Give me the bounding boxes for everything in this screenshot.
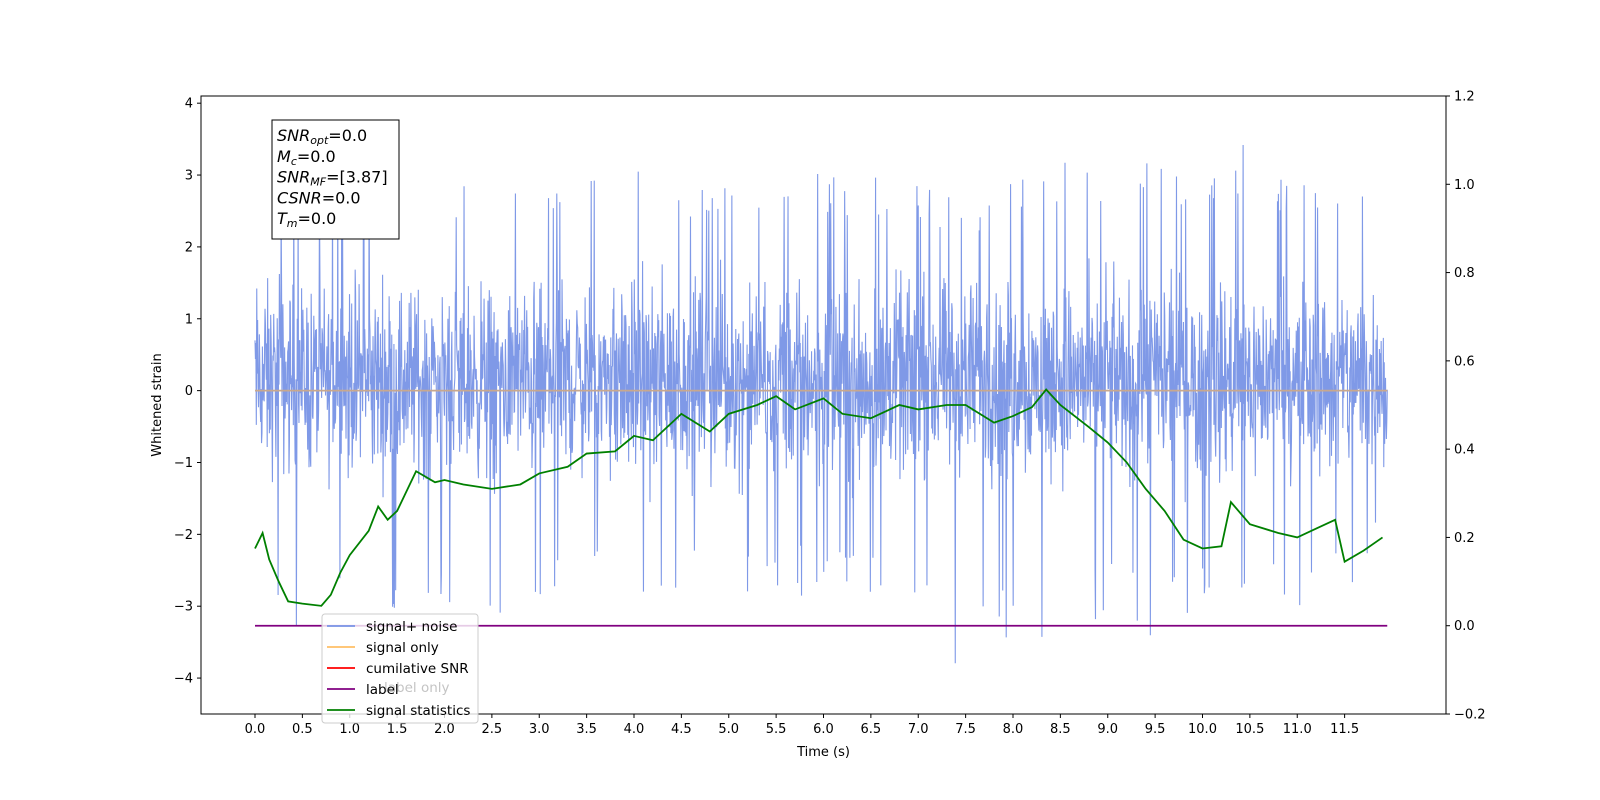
legend: label only signal+ noise signal only cumila…: [321, 613, 479, 724]
x-tick-label: 7.5: [955, 722, 976, 737]
x-tick-label: 1.0: [339, 722, 360, 737]
stats-value: =0.0: [297, 147, 336, 166]
stats-value: =0.0: [298, 209, 337, 228]
x-tick-label: 4.5: [671, 722, 692, 737]
x-tick-label: 11.5: [1330, 722, 1359, 737]
x-tick-label: 3.5: [576, 722, 597, 737]
stats-line: SNRMF=[3.87]: [277, 168, 388, 189]
y-tick-label: −3: [174, 600, 193, 615]
stats-line: CSNR=0.0: [277, 188, 361, 207]
stats-subscript: m: [287, 217, 298, 230]
x-tick-label: 2.0: [434, 722, 455, 737]
y-tick-label: −4: [174, 672, 193, 687]
stats-box: SNRopt=0.0Mc=0.0SNRMF=[3.87]CSNR=0.0Tm=0…: [271, 119, 400, 240]
stats-line: SNRopt=0.0: [277, 126, 367, 147]
legend-label: signal only: [366, 640, 439, 656]
y2-tick-label: −0.2: [1454, 708, 1486, 723]
x-tick-label: 8.0: [1003, 722, 1024, 737]
x-tick-label: 5.0: [718, 722, 739, 737]
x-tick-label: 6.0: [813, 722, 834, 737]
y2-tick-label: 0.2: [1454, 531, 1475, 546]
stats-line: Mc=0.0: [277, 147, 336, 168]
series-signal-noise: [254, 145, 1388, 664]
x-tick-label: 10.5: [1235, 722, 1264, 737]
legend-label: signal statistics: [366, 703, 470, 719]
x-tick-label: 8.5: [1050, 722, 1071, 737]
y-tick-label: 3: [185, 169, 193, 184]
y-axis-ticks: −4 −3 −2 −1 0 1 2 3 4: [174, 97, 201, 687]
x-tick-label: 5.5: [766, 722, 787, 737]
x-axis-ticks: 0.0 0.5 1.0 1.5 2.0 2.5 3.0 3.5 4.0 4.5 5.0 5.5 6.0 6…: [245, 714, 1359, 737]
legend-label: signal+ noise: [366, 619, 457, 635]
stats-var: CSNR: [277, 188, 322, 207]
stats-var: M: [277, 147, 291, 166]
stats-var: SNR: [277, 126, 310, 145]
y-axis-label: Whitened strain: [150, 353, 165, 456]
x-tick-label: 10.0: [1188, 722, 1217, 737]
x-tick-label: 9.5: [1145, 722, 1166, 737]
stats-subscript: opt: [310, 134, 329, 147]
stats-var: T: [277, 209, 288, 228]
y2-axis-ticks: −0.2 0.0 0.2 0.4 0.6 0.8 1.0 1.2: [1446, 90, 1486, 723]
legend-label: cumilative SNR: [366, 661, 469, 677]
x-tick-label: 11.0: [1283, 722, 1312, 737]
stats-value: =[3.87]: [326, 168, 388, 187]
y-tick-label: −1: [174, 456, 193, 471]
stats-value: =0.0: [322, 188, 361, 207]
y2-tick-label: 0.8: [1454, 266, 1475, 281]
x-tick-label: 7.0: [908, 722, 929, 737]
legend-frame: [321, 613, 479, 724]
x-axis-label: Time (s): [796, 745, 850, 760]
y-tick-label: −2: [174, 528, 193, 543]
y2-tick-label: 0.6: [1454, 354, 1475, 369]
x-tick-label: 6.5: [861, 722, 882, 737]
y2-tick-label: 1.2: [1454, 90, 1475, 105]
y2-tick-label: 1.0: [1454, 178, 1475, 193]
y-tick-label: 1: [185, 312, 193, 327]
stats-box-frame: [271, 119, 400, 240]
y-tick-label: 4: [185, 97, 193, 112]
series-signal-statistics: [254, 388, 1384, 607]
x-tick-label: 0.5: [292, 722, 313, 737]
y2-tick-label: 0.4: [1454, 443, 1475, 458]
x-tick-label: 2.5: [482, 722, 503, 737]
x-tick-label: 0.0: [245, 722, 266, 737]
x-tick-label: 9.0: [1097, 722, 1118, 737]
stats-value: =0.0: [328, 126, 367, 145]
x-tick-label: 1.5: [387, 722, 408, 737]
stats-var: SNR: [277, 168, 310, 187]
stats-line: Tm=0.0: [277, 209, 336, 230]
legend-ghost-text: label only: [384, 680, 450, 696]
stats-subscript: c: [291, 155, 297, 168]
legend-label: label: [366, 682, 399, 698]
x-tick-label: 4.0: [624, 722, 645, 737]
y2-tick-label: 0.0: [1454, 619, 1475, 634]
y-tick-label: 2: [185, 240, 193, 255]
y-tick-label: 0: [185, 384, 193, 399]
stats-subscript: MF: [310, 176, 326, 189]
x-tick-label: 3.0: [529, 722, 550, 737]
